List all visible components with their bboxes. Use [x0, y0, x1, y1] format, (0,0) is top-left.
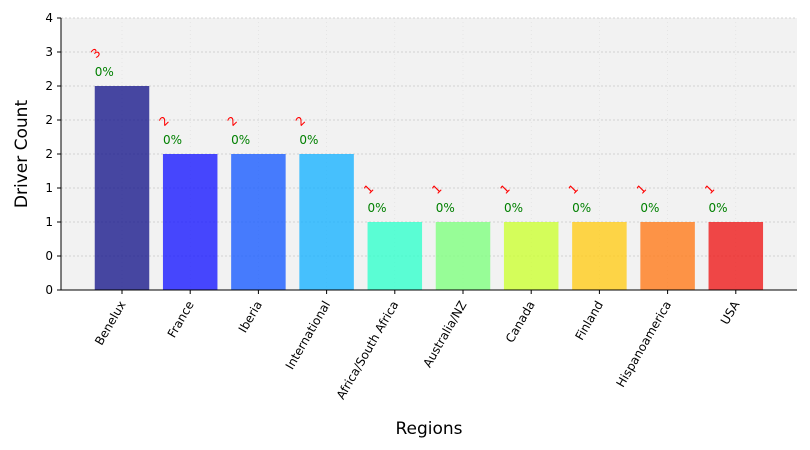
y-axis-label: Driver Count: [12, 100, 32, 209]
x-ticks: Benelux France Iberia International Africa/S…: [92, 290, 743, 402]
x-tick-label: Finland: [572, 299, 606, 343]
bar: [367, 222, 423, 290]
x-tick-label: Benelux: [92, 299, 128, 348]
x-tick-label: International: [283, 299, 333, 372]
y-tick-label: 2: [45, 113, 53, 127]
bars: [94, 86, 764, 290]
y-tick-label: 0: [45, 249, 53, 263]
percent-label: 0%: [572, 201, 591, 215]
y-tick-label: 1: [45, 181, 53, 195]
percent-label: 0%: [436, 201, 455, 215]
x-tick-label: France: [165, 299, 197, 341]
y-tick-label: 0: [45, 283, 53, 297]
y-tick-label: 3: [45, 45, 53, 59]
y-tick-label: 1: [45, 215, 53, 229]
bar: [435, 222, 491, 290]
x-tick-label: Africa/South Africa: [334, 299, 402, 402]
x-axis-label: Regions: [395, 419, 462, 439]
bar: [231, 154, 286, 290]
bar: [572, 222, 627, 290]
x-tick-label: Australia/NZ: [420, 299, 469, 370]
bar: [708, 222, 764, 290]
percent-label: 0%: [299, 133, 318, 147]
bar: [94, 86, 150, 290]
x-tick-label: USA: [718, 298, 743, 327]
percent-label: 0%: [504, 201, 523, 215]
bar: [162, 154, 218, 290]
percent-label: 0%: [163, 133, 182, 147]
x-tick-label: Iberia: [236, 299, 265, 336]
x-tick-label: Canada: [503, 299, 538, 346]
percent-label: 0%: [95, 65, 114, 79]
y-tick-label: 2: [45, 147, 53, 161]
percent-label: 0%: [368, 201, 387, 215]
percent-label: 0%: [709, 201, 728, 215]
bar: [503, 222, 559, 290]
percent-label: 0%: [640, 201, 659, 215]
percent-label: 0%: [231, 133, 250, 147]
bar: [299, 154, 354, 290]
y-ticks: 0 0 1 1 2 2 2 3 4: [45, 11, 61, 297]
y-tick-label: 4: [45, 11, 53, 25]
x-tick-label: Hispanoamerica: [613, 299, 674, 390]
y-tick-label: 2: [45, 79, 53, 93]
bar: [640, 222, 695, 290]
